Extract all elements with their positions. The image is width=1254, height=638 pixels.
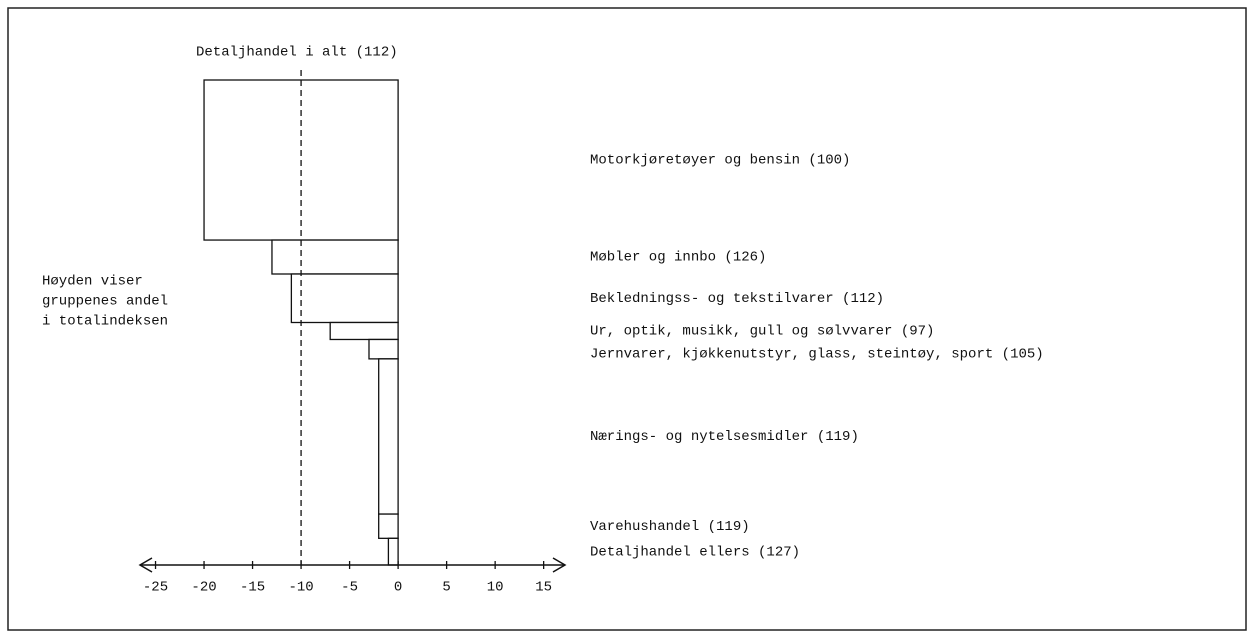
category-label: Ur, optik, musikk, gull og sølvvarer (97…	[590, 324, 934, 340]
bar	[368, 338, 399, 360]
category-label: Møbler og innbo (126)	[590, 250, 766, 266]
annotation: gruppenes andel	[42, 294, 168, 310]
annotation: i totalindeksen	[42, 314, 168, 330]
axis-arrow	[138, 557, 153, 573]
bar	[271, 239, 399, 275]
x-tick-label: 15	[535, 580, 552, 596]
bar	[387, 537, 399, 566]
bar	[378, 358, 399, 515]
frame	[7, 7, 1247, 631]
category-label: Motorkjøretøyer og bensin (100)	[590, 153, 850, 169]
bar	[329, 321, 399, 341]
category-label: Bekledningss- og tekstilvarer (112)	[590, 291, 884, 307]
x-tick-label: 5	[442, 580, 450, 596]
x-tick-label: -20	[191, 580, 216, 596]
category-label: Jernvarer, kjøkkenutstyr, glass, steintø…	[590, 347, 1044, 363]
chart-title: Detaljhandel i alt (112)	[196, 45, 398, 61]
bar	[290, 273, 399, 324]
axis-arrow	[552, 557, 567, 573]
bar	[378, 513, 399, 539]
x-tick-label: -5	[341, 580, 358, 596]
x-tick-label: 0	[394, 580, 402, 596]
x-tick-label: -15	[240, 580, 265, 596]
category-label: Varehushandel (119)	[590, 519, 750, 535]
annotation: Høyden viser	[42, 274, 143, 290]
x-tick-label: -25	[143, 580, 168, 596]
category-label: Nærings- og nytelsesmidler (119)	[590, 429, 859, 445]
x-tick-label: -10	[288, 580, 313, 596]
x-tick-label: 10	[487, 580, 504, 596]
category-label: Detaljhandel ellers (127)	[590, 544, 800, 560]
